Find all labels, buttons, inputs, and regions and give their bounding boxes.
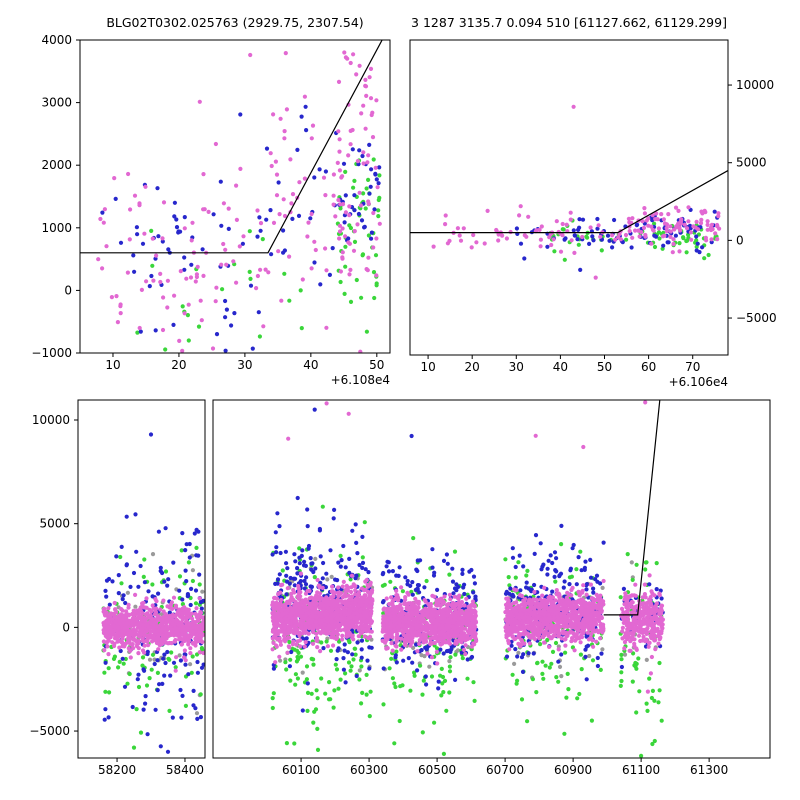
y-tick-label: 2000 — [41, 158, 72, 172]
x-tick-label: 10 — [420, 360, 435, 374]
x-tick-label: 70 — [685, 360, 700, 374]
y-tick-label: 0 — [736, 233, 744, 247]
model-line — [603, 400, 661, 616]
model-line — [80, 40, 383, 254]
y-axis-ticks: −5000 0 5000 10000 — [29, 413, 78, 738]
x-axis-offset-label: +6.108e4 — [331, 373, 390, 387]
violet-points — [96, 50, 382, 353]
y-tick-label: −1000 — [31, 346, 72, 360]
model-line — [410, 169, 728, 234]
x-tick-label: 40 — [553, 360, 568, 374]
violet-points — [431, 104, 722, 280]
x-tick-label: 40 — [303, 358, 318, 372]
plot-title-left: BLG02T0302.025763 (2929.75, 2307.54) — [106, 15, 364, 30]
x-tick-label: 10 — [105, 358, 120, 372]
axes-frame — [212, 399, 771, 759]
x-tick-label: 30 — [509, 360, 524, 374]
violet-points — [101, 400, 666, 694]
y-tick-label: −5000 — [736, 311, 777, 325]
x-tick-label: 61100 — [622, 763, 660, 777]
axes-frame — [77, 399, 206, 759]
x-tick-label: 60900 — [554, 763, 592, 777]
x-axis-offset-label: +6.106e4 — [669, 375, 728, 389]
y-tick-label: −5000 — [29, 724, 70, 738]
y-tick-label: 10000 — [736, 78, 774, 92]
x-axis-ticks: 58200 58400 60100 60300 60500 60700 60900 61100… — [98, 758, 728, 777]
y-tick-label: 0 — [64, 283, 72, 297]
panel-top-left: 10 20 30 40 50+6.108e4 −1000 0 1000 2000 3000 4000 — [31, 33, 391, 387]
x-tick-label: 50 — [597, 360, 612, 374]
y-tick-label: 5000 — [39, 517, 70, 531]
x-tick-label: 60300 — [350, 763, 388, 777]
x-tick-label: 58400 — [166, 763, 204, 777]
panel-top-right: 10 20 30 40 50 60 70+6.106e4 −5000 0 5000 10000 — [409, 39, 777, 389]
x-tick-label: 58200 — [98, 763, 136, 777]
green-points — [135, 157, 382, 352]
y-tick-label: 1000 — [41, 221, 72, 235]
y-tick-label: 3000 — [41, 96, 72, 110]
y-axis-ticks: −1000 0 1000 2000 3000 4000 — [31, 33, 80, 360]
x-tick-label: 60 — [641, 360, 656, 374]
y-tick-label: 0 — [62, 620, 70, 634]
x-tick-label: 60700 — [486, 763, 524, 777]
plot-title-right: 3 1287 3135.7 0.094 510 [61127.662, 6112… — [411, 15, 727, 30]
y-tick-label: 5000 — [736, 156, 767, 170]
x-tick-label: 61300 — [690, 763, 728, 777]
y-tick-label: 4000 — [41, 33, 72, 47]
panel-bottom: 58200 58400 60100 60300 60500 60700 60900 61100… — [29, 399, 771, 777]
x-tick-label: 60100 — [282, 763, 320, 777]
x-tick-label: 30 — [237, 358, 252, 372]
x-axis-ticks: 10 20 30 40 50+6.108e4 — [105, 353, 390, 387]
x-tick-label: 20 — [465, 360, 480, 374]
blue-points — [102, 407, 665, 754]
x-tick-label: 60500 — [418, 763, 456, 777]
axes-frame — [79, 39, 391, 354]
blue-points — [100, 104, 382, 353]
y-tick-label: 10000 — [32, 413, 70, 427]
x-axis-ticks: 10 20 30 40 50 60 70+6.106e4 — [420, 355, 728, 389]
x-tick-label: 20 — [171, 358, 186, 372]
y-axis-ticks: −5000 0 5000 10000 — [728, 78, 777, 325]
axes-frame — [409, 39, 729, 356]
x-tick-label: 50 — [369, 358, 384, 372]
